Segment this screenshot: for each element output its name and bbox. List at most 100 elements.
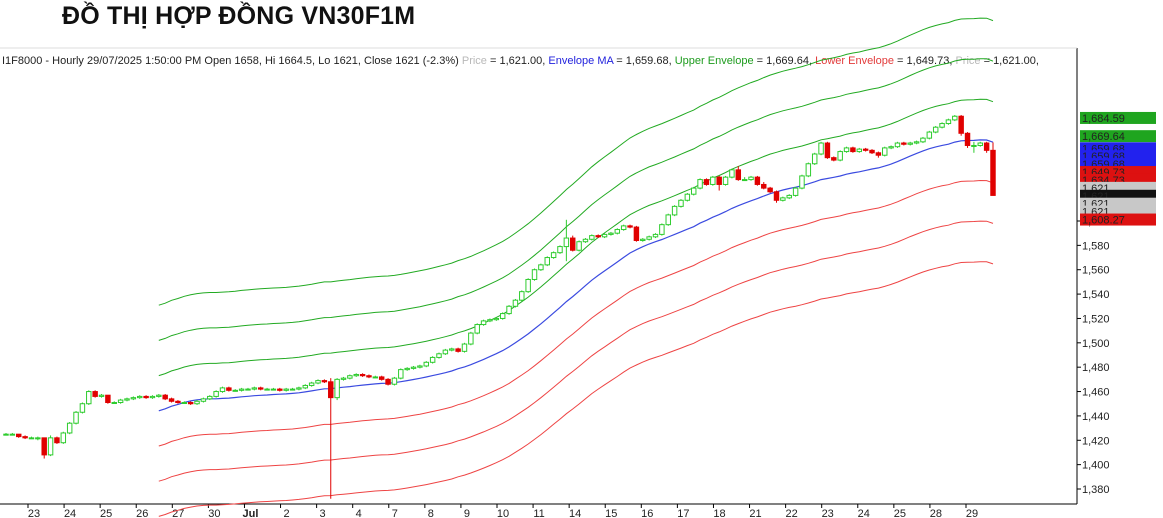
info-prefix: I1F8000 - Hourly 29/07/2025 1:50:00 PM O… bbox=[2, 55, 459, 67]
candle-body bbox=[665, 214, 671, 226]
upper-envelope-label: Upper Envelope bbox=[674, 55, 754, 67]
candle-body bbox=[162, 394, 168, 400]
candle-body bbox=[824, 142, 831, 159]
candle-body bbox=[417, 365, 423, 368]
x-tick-label: 23 bbox=[28, 508, 40, 518]
candle-body bbox=[939, 123, 945, 128]
x-tick-label: 18 bbox=[713, 508, 725, 518]
candle-body bbox=[302, 384, 309, 389]
lower-envelope-label: Lower Envelope bbox=[815, 55, 894, 67]
x-tick-label: 3 bbox=[320, 508, 326, 518]
upper-envelope-line-1 bbox=[158, 98, 994, 377]
candle-body bbox=[831, 157, 837, 161]
lower-envelope-value: = 1,649.73, bbox=[893, 55, 953, 67]
candle-body bbox=[136, 395, 143, 399]
x-tick-label: 28 bbox=[930, 508, 942, 518]
candle-body bbox=[659, 224, 665, 235]
candle-body bbox=[850, 147, 856, 153]
candle-body bbox=[882, 147, 888, 156]
candle-body bbox=[563, 237, 570, 248]
candle-body bbox=[786, 194, 792, 199]
candle-body bbox=[652, 233, 659, 238]
candle-body bbox=[60, 432, 67, 444]
candle-body bbox=[799, 175, 805, 189]
page-title: ĐỒ THỊ HỢP ĐỒNG VN30F1M bbox=[62, 2, 416, 30]
candle-body bbox=[538, 264, 544, 271]
candle-body bbox=[28, 437, 35, 440]
candle-body bbox=[792, 187, 799, 196]
candle-body bbox=[340, 377, 347, 380]
candle-body bbox=[181, 402, 188, 405]
y-tick-label: 1,400 bbox=[1082, 460, 1110, 472]
candle-body bbox=[958, 115, 964, 134]
candle-body bbox=[703, 179, 710, 185]
candle-body bbox=[748, 176, 754, 181]
candle-body bbox=[983, 142, 990, 151]
candle-body bbox=[780, 197, 786, 201]
candle-body bbox=[86, 391, 92, 405]
candle-body bbox=[767, 187, 773, 193]
candle-body bbox=[926, 131, 933, 139]
x-tick-label: 26 bbox=[136, 508, 148, 518]
candle-body bbox=[353, 373, 359, 377]
candle-body bbox=[678, 199, 684, 207]
upper-envelope-line-3 bbox=[158, 17, 994, 306]
candle-body bbox=[187, 402, 194, 405]
candle-body bbox=[98, 394, 105, 397]
candle-body bbox=[213, 391, 219, 397]
candle-body bbox=[862, 148, 869, 151]
candle-body bbox=[226, 387, 232, 391]
candle-body bbox=[589, 235, 595, 240]
candle-body bbox=[837, 151, 843, 161]
candle-body bbox=[735, 169, 742, 181]
candle-body bbox=[289, 388, 296, 391]
candle-body bbox=[519, 291, 525, 301]
candle-body bbox=[461, 343, 468, 352]
y-tick-label: 1,420 bbox=[1082, 435, 1110, 447]
candle-body bbox=[251, 387, 258, 390]
candle-body bbox=[971, 144, 977, 147]
candle-body bbox=[716, 176, 722, 185]
chart-info-line: I1F8000 - Hourly 29/07/2025 1:50:00 PM O… bbox=[2, 55, 1039, 67]
candle-body bbox=[143, 395, 149, 399]
x-tick-label: 7 bbox=[392, 508, 398, 518]
candle-body bbox=[952, 115, 958, 121]
candle-body bbox=[16, 433, 22, 438]
candle-body bbox=[257, 387, 264, 390]
candle-body bbox=[111, 402, 117, 405]
price-tag-label: 1,608.27 bbox=[1082, 215, 1125, 227]
candle-body bbox=[710, 176, 716, 185]
x-tick-label: 16 bbox=[641, 508, 653, 518]
candle-body bbox=[499, 313, 506, 319]
candle-body bbox=[894, 142, 901, 148]
x-tick-label: 17 bbox=[677, 508, 689, 518]
candle-body bbox=[449, 348, 455, 351]
x-tick-label: 21 bbox=[749, 508, 761, 518]
candle-body bbox=[175, 400, 181, 404]
candle-body bbox=[92, 391, 98, 397]
x-tick-label: Jul bbox=[243, 508, 259, 518]
x-tick-label: 24 bbox=[858, 508, 870, 518]
candle-body bbox=[9, 433, 16, 436]
y-tick-label: 1,380 bbox=[1082, 484, 1110, 496]
candle-body bbox=[385, 378, 391, 385]
candle-body bbox=[321, 380, 328, 383]
envelope-ma-value: = 1,659.68, bbox=[613, 55, 672, 67]
x-tick-label: 25 bbox=[100, 508, 112, 518]
y-tick-label: 1,520 bbox=[1082, 313, 1110, 325]
x-tick-label: 15 bbox=[605, 508, 617, 518]
candle-body bbox=[73, 411, 79, 424]
candle-body bbox=[920, 137, 926, 143]
candle-body bbox=[429, 356, 436, 363]
candle-body bbox=[347, 375, 353, 379]
candle-body bbox=[245, 388, 251, 391]
candle-body bbox=[633, 226, 640, 241]
x-tick-label: 30 bbox=[208, 508, 220, 518]
candle-body bbox=[722, 176, 729, 185]
candle-body bbox=[907, 142, 913, 145]
price-tag-box bbox=[1080, 130, 1156, 143]
x-tick-label: 2 bbox=[283, 508, 289, 518]
candle-body bbox=[525, 278, 531, 293]
candle-body bbox=[264, 388, 270, 391]
